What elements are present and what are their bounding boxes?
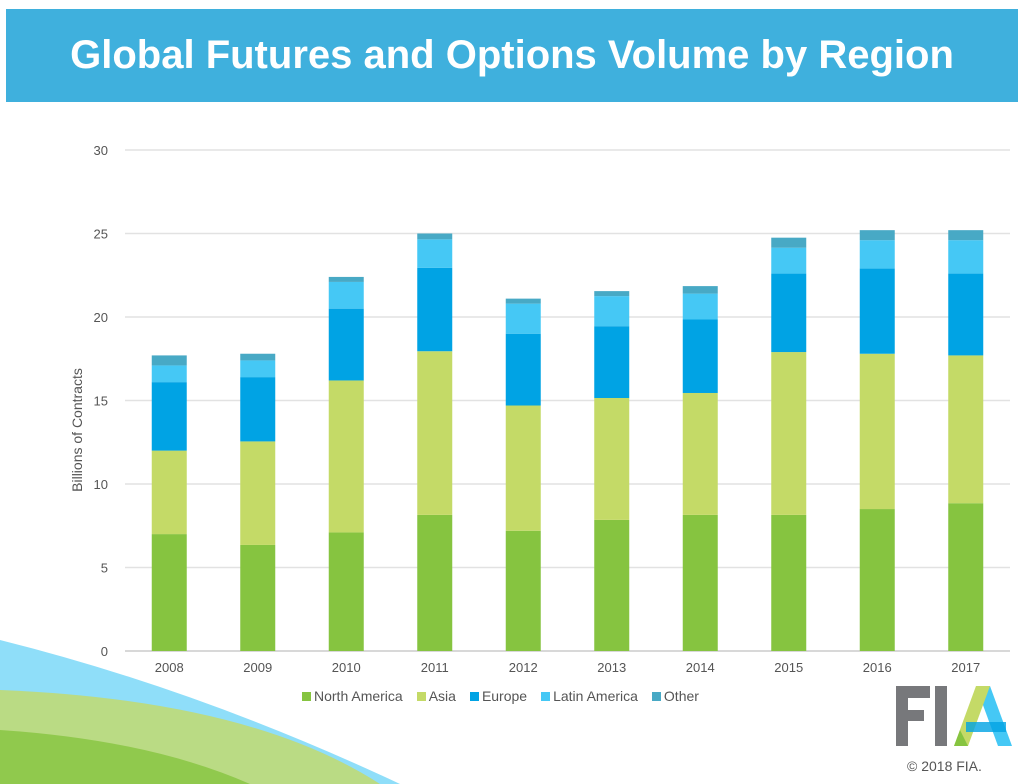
bar-europe [771, 273, 807, 353]
title-bar: Global Futures and Options Volume by Reg… [6, 9, 1018, 102]
bar-north-america [505, 530, 541, 651]
x-tick-label: 2010 [332, 660, 361, 675]
y-tick-label: 20 [94, 310, 108, 325]
y-axis-label: Billions of Contracts [69, 368, 85, 492]
x-tick-label: 2014 [686, 660, 715, 675]
bar-north-america [594, 519, 630, 651]
bar-europe [859, 268, 895, 354]
bar-latin-america [151, 365, 187, 383]
legend-swatch [416, 691, 426, 701]
x-tick-label: 2008 [155, 660, 184, 675]
y-tick-label: 30 [94, 143, 108, 158]
bar-latin-america [328, 281, 364, 309]
bar-north-america [151, 534, 187, 651]
x-tick-label: 2009 [243, 660, 272, 675]
bar-asia [682, 392, 718, 515]
bar-europe [594, 326, 630, 398]
bar-north-america [859, 509, 895, 651]
legend-label: Other [663, 688, 699, 704]
x-tick-label: 2012 [509, 660, 538, 675]
bar-other [417, 233, 453, 240]
y-tick-label: 15 [94, 394, 108, 409]
y-tick-label: 25 [94, 227, 108, 242]
x-tick-label: 2013 [597, 660, 626, 675]
bar-asia [948, 355, 984, 504]
bar-asia [328, 380, 364, 533]
y-tick-label: 0 [101, 644, 108, 659]
bar-asia [505, 405, 541, 531]
bar-north-america [417, 514, 453, 651]
bar-latin-america [240, 360, 276, 378]
bar-asia [859, 353, 895, 510]
bar-europe [240, 377, 276, 442]
y-tick-label: 10 [94, 477, 108, 492]
copyright: © 2018 FIA. [907, 758, 982, 774]
bar-latin-america [505, 303, 541, 334]
bar-europe [682, 319, 718, 393]
bar-other [594, 291, 630, 297]
bar-other [859, 230, 895, 241]
bar-other [505, 298, 541, 304]
legend-swatch [469, 691, 479, 701]
bar-north-america [240, 544, 276, 651]
x-tick-label: 2015 [774, 660, 803, 675]
legend-item: Asia [416, 688, 456, 704]
bar-latin-america [417, 239, 453, 268]
bar-other [328, 276, 364, 282]
bar-north-america [771, 514, 807, 651]
bar-latin-america [594, 296, 630, 327]
bar-other [682, 286, 718, 294]
bar-north-america [948, 503, 984, 651]
bar-north-america [682, 514, 718, 651]
bar-europe [151, 382, 187, 451]
legend-label: Europe [481, 688, 528, 704]
decorative-swoosh [0, 640, 400, 784]
bar-other [771, 237, 807, 248]
legend-swatch [651, 691, 661, 701]
bar-europe [328, 308, 364, 381]
bar-latin-america [682, 293, 718, 320]
legend-item: North America [302, 688, 403, 704]
x-tick-label: 2016 [863, 660, 892, 675]
bar-europe [948, 273, 984, 356]
legend-item: Other [651, 688, 699, 704]
bar-latin-america [859, 240, 895, 269]
legend-label: North America [314, 688, 403, 704]
bar-asia [417, 351, 453, 515]
bar-north-america [328, 532, 364, 651]
bar-asia [240, 441, 276, 545]
bar-latin-america [771, 247, 807, 274]
bar-asia [771, 352, 807, 515]
bar-europe [505, 333, 541, 406]
fia-logo [896, 686, 1012, 746]
y-tick-label: 5 [101, 561, 108, 576]
x-tick-label: 2017 [951, 660, 980, 675]
bar-asia [594, 397, 630, 520]
chart-title: Global Futures and Options Volume by Reg… [70, 33, 954, 77]
bar-asia [151, 450, 187, 535]
legend-swatch [302, 691, 311, 701]
legend-label: Asia [428, 688, 456, 704]
x-tick-label: 2011 [421, 660, 449, 675]
bar-latin-america [948, 240, 984, 274]
bar-europe [417, 267, 453, 352]
legend-label: Latin America [553, 688, 638, 704]
bar-other [948, 230, 984, 241]
bar-other [151, 355, 187, 366]
legend-item: Europe [469, 688, 528, 704]
legend: North America Asia Europe Latin America Othe… [302, 688, 699, 704]
bar-other [240, 353, 276, 361]
legend-item: Latin America [541, 688, 638, 704]
legend-swatch [541, 691, 551, 701]
